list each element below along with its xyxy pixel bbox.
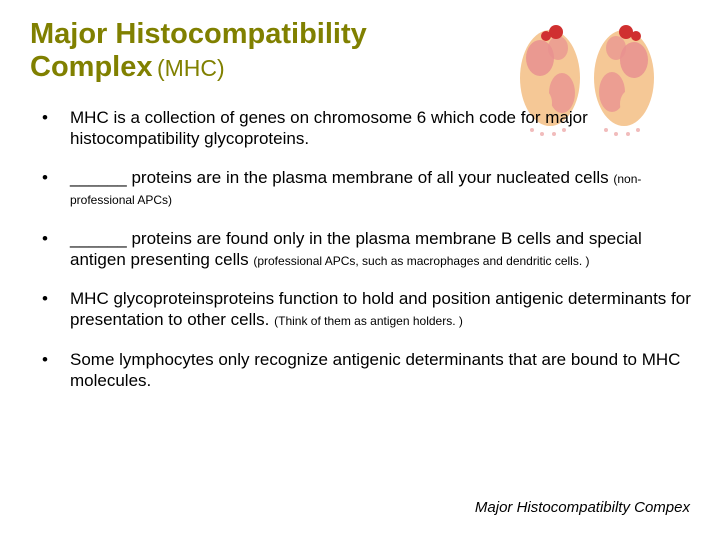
bullet-item: MHC glycoproteinsproteins function to ho… bbox=[42, 288, 696, 331]
bullet-item: MHC is a collection of genes on chromoso… bbox=[42, 107, 696, 150]
bullet-item: Some lymphocytes only recognize antigeni… bbox=[42, 349, 696, 392]
bullet-text: Some lymphocytes only recognize antigeni… bbox=[70, 350, 680, 390]
bullet-item: ______ proteins are found only in the pl… bbox=[42, 228, 696, 271]
bullet-item: ______ proteins are in the plasma membra… bbox=[42, 167, 696, 210]
title-line2: Complex bbox=[30, 51, 152, 83]
blank-fill: ______ bbox=[70, 168, 127, 187]
bullet-text: MHC is a collection of genes on chromoso… bbox=[70, 108, 588, 148]
bullet-note: (Think of them as antigen holders. ) bbox=[274, 314, 463, 328]
bullet-note: (professional APCs, such as macrophages … bbox=[253, 254, 589, 268]
bullet-text: proteins are in the plasma membrane of a… bbox=[127, 168, 614, 187]
footer-link[interactable]: Major Histocompatibilty Compex bbox=[475, 499, 690, 516]
title-paren: (MHC) bbox=[157, 55, 225, 81]
blank-fill: ______ bbox=[70, 229, 127, 248]
